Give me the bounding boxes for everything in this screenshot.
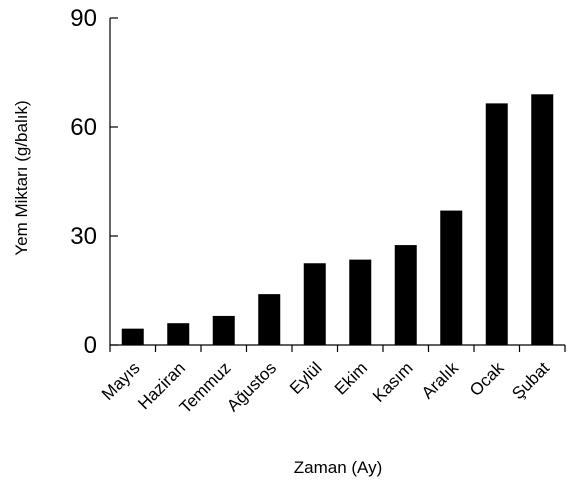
x-category-label-8: Ocak — [466, 358, 508, 400]
x-category-label-9: Şubat — [508, 358, 553, 403]
bars-group — [121, 94, 554, 345]
bar-8 — [485, 103, 508, 345]
y-tick-label-1: 30 — [70, 223, 97, 250]
y-axis-title: Yem Miktarı (g/balık) — [12, 100, 31, 255]
x-category-label-6: Kasım — [369, 358, 417, 406]
bar-6 — [394, 245, 417, 345]
bar-7 — [440, 210, 463, 345]
bar-2 — [212, 315, 235, 345]
x-category-label-2: Temmuz — [176, 358, 235, 417]
x-category-label-7: Aralık — [418, 358, 463, 403]
bar-5 — [349, 259, 372, 345]
x-category-label-5: Ekim — [331, 358, 371, 398]
y-tick-label-0: 0 — [84, 332, 97, 359]
bar-0 — [121, 328, 144, 345]
y-tick-label-3: 90 — [70, 5, 97, 32]
x-category-label-3: Ağustos — [223, 358, 280, 415]
x-category-label-4: Eylül — [286, 358, 325, 397]
bar-4 — [303, 263, 326, 345]
bar-3 — [258, 294, 281, 345]
y-tick-label-2: 60 — [70, 114, 97, 141]
y-ticks-group: 0 30 60 90 — [70, 5, 118, 359]
bar-1 — [167, 323, 190, 345]
bar-9 — [531, 94, 554, 345]
x-axis-title: Zaman (Ay) — [294, 458, 383, 477]
